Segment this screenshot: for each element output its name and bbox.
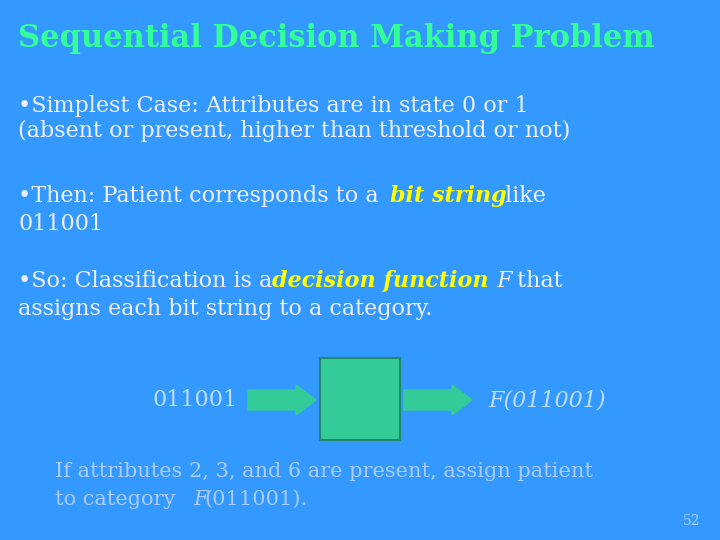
Text: 52: 52	[683, 514, 700, 528]
Text: •Then: Patient corresponds to a: •Then: Patient corresponds to a	[18, 185, 386, 207]
Text: Sequential Decision Making Problem: Sequential Decision Making Problem	[18, 23, 654, 53]
Text: •So: Classification is a: •So: Classification is a	[18, 270, 279, 292]
Text: If attributes 2, 3, and 6 are present, assign patient: If attributes 2, 3, and 6 are present, a…	[55, 462, 593, 481]
Text: like: like	[498, 185, 546, 207]
Text: (011001).: (011001).	[204, 490, 307, 509]
Text: F: F	[490, 270, 513, 292]
Text: F: F	[193, 490, 207, 509]
FancyArrow shape	[248, 385, 316, 415]
Text: bit string: bit string	[390, 185, 507, 207]
Text: decision function: decision function	[272, 270, 488, 292]
FancyBboxPatch shape	[320, 358, 400, 440]
Text: (absent or present, higher than threshold or not): (absent or present, higher than threshol…	[18, 120, 570, 142]
Text: assigns each bit string to a category.: assigns each bit string to a category.	[18, 298, 433, 320]
FancyArrow shape	[404, 385, 472, 415]
Text: 011001: 011001	[153, 389, 238, 411]
Text: F(011001): F(011001)	[488, 389, 606, 411]
Text: to category: to category	[55, 490, 182, 509]
Text: that: that	[510, 270, 562, 292]
Text: 011001: 011001	[18, 213, 103, 235]
Text: •Simplest Case: Attributes are in state 0 or 1: •Simplest Case: Attributes are in state …	[18, 95, 528, 117]
